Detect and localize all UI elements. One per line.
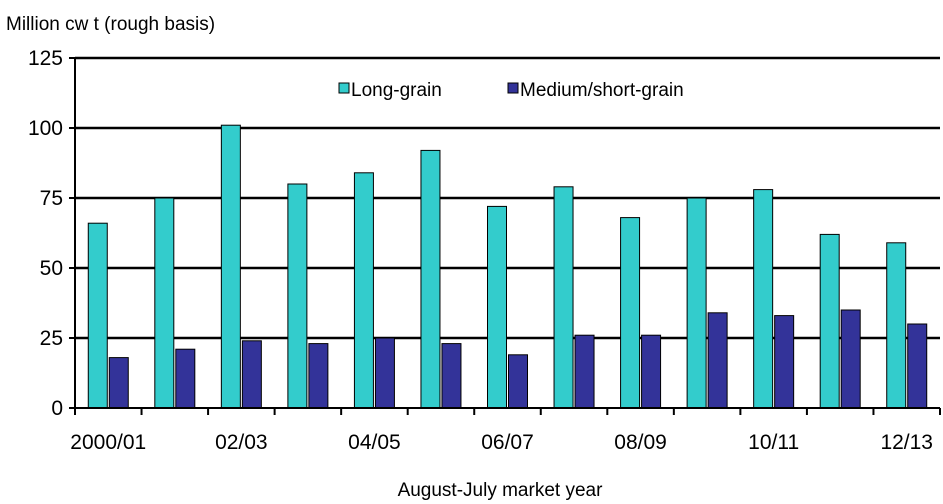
x-axis-title: August-July market year	[398, 480, 604, 501]
medium-short-grain-bar	[374, 337, 395, 409]
y-axis-title: Million cw t (rough basis)	[6, 14, 215, 35]
long-grain-bar	[553, 186, 574, 409]
long-grain-bar	[686, 197, 707, 409]
medium-short-grain-bar	[707, 312, 728, 409]
legend: Long-grain Medium/short-grain	[338, 80, 684, 101]
x-tick-label: 12/13	[880, 431, 933, 454]
long-grain-bar	[287, 183, 308, 409]
legend-swatch	[338, 82, 350, 94]
x-tick-labels: 2000/01 02/03 04/05 06/07 08/09 10/11 12/13	[70, 431, 933, 454]
x-tick-label: 08/09	[614, 431, 667, 454]
y-tick-label: 75	[40, 187, 63, 210]
x-tick-label: 02/03	[215, 431, 268, 454]
long-grain-bar	[620, 217, 641, 409]
legend-label: Long-grain	[351, 80, 442, 101]
long-grain-bar	[753, 189, 774, 409]
medium-short-grain-bar	[441, 343, 462, 409]
long-grain-bar	[353, 172, 374, 409]
y-tick-label: 50	[40, 257, 63, 280]
long-grain-bar	[886, 242, 907, 409]
medium-short-grain-bar	[774, 315, 795, 409]
medium-short-grain-bar	[907, 323, 928, 409]
long-grain-bar	[154, 197, 175, 409]
medium-short-grain-bar	[840, 309, 861, 409]
medium-short-grain-bar	[641, 334, 662, 409]
y-tick-label: 100	[28, 117, 63, 140]
medium-short-grain-bar	[574, 334, 595, 409]
gridlines	[75, 56, 940, 340]
medium-short-grain-bar	[108, 357, 129, 409]
y-tick-labels: 0 25 50 75 100 125	[28, 47, 63, 420]
legend-swatch	[507, 82, 519, 94]
y-tick-label: 0	[51, 397, 63, 420]
y-tick-label: 25	[40, 327, 63, 350]
long-grain-bar	[420, 149, 441, 409]
x-tick-label: 06/07	[481, 431, 534, 454]
bars	[87, 124, 928, 409]
medium-short-grain-bar	[241, 340, 262, 409]
long-grain-bar	[220, 124, 241, 409]
x-tick-label: 2000/01	[70, 431, 146, 454]
y-tick-label: 125	[28, 47, 63, 70]
long-grain-bar	[819, 233, 840, 409]
long-grain-bar	[87, 222, 108, 409]
medium-short-grain-bar	[308, 343, 329, 409]
long-grain-bar	[487, 205, 507, 409]
x-tick-label: 10/11	[748, 431, 799, 454]
axes	[69, 57, 941, 415]
legend-label: Medium/short-grain	[520, 80, 684, 101]
x-tick-label: 04/05	[348, 431, 401, 454]
medium-short-grain-bar	[508, 354, 528, 409]
medium-short-grain-bar	[175, 348, 196, 409]
